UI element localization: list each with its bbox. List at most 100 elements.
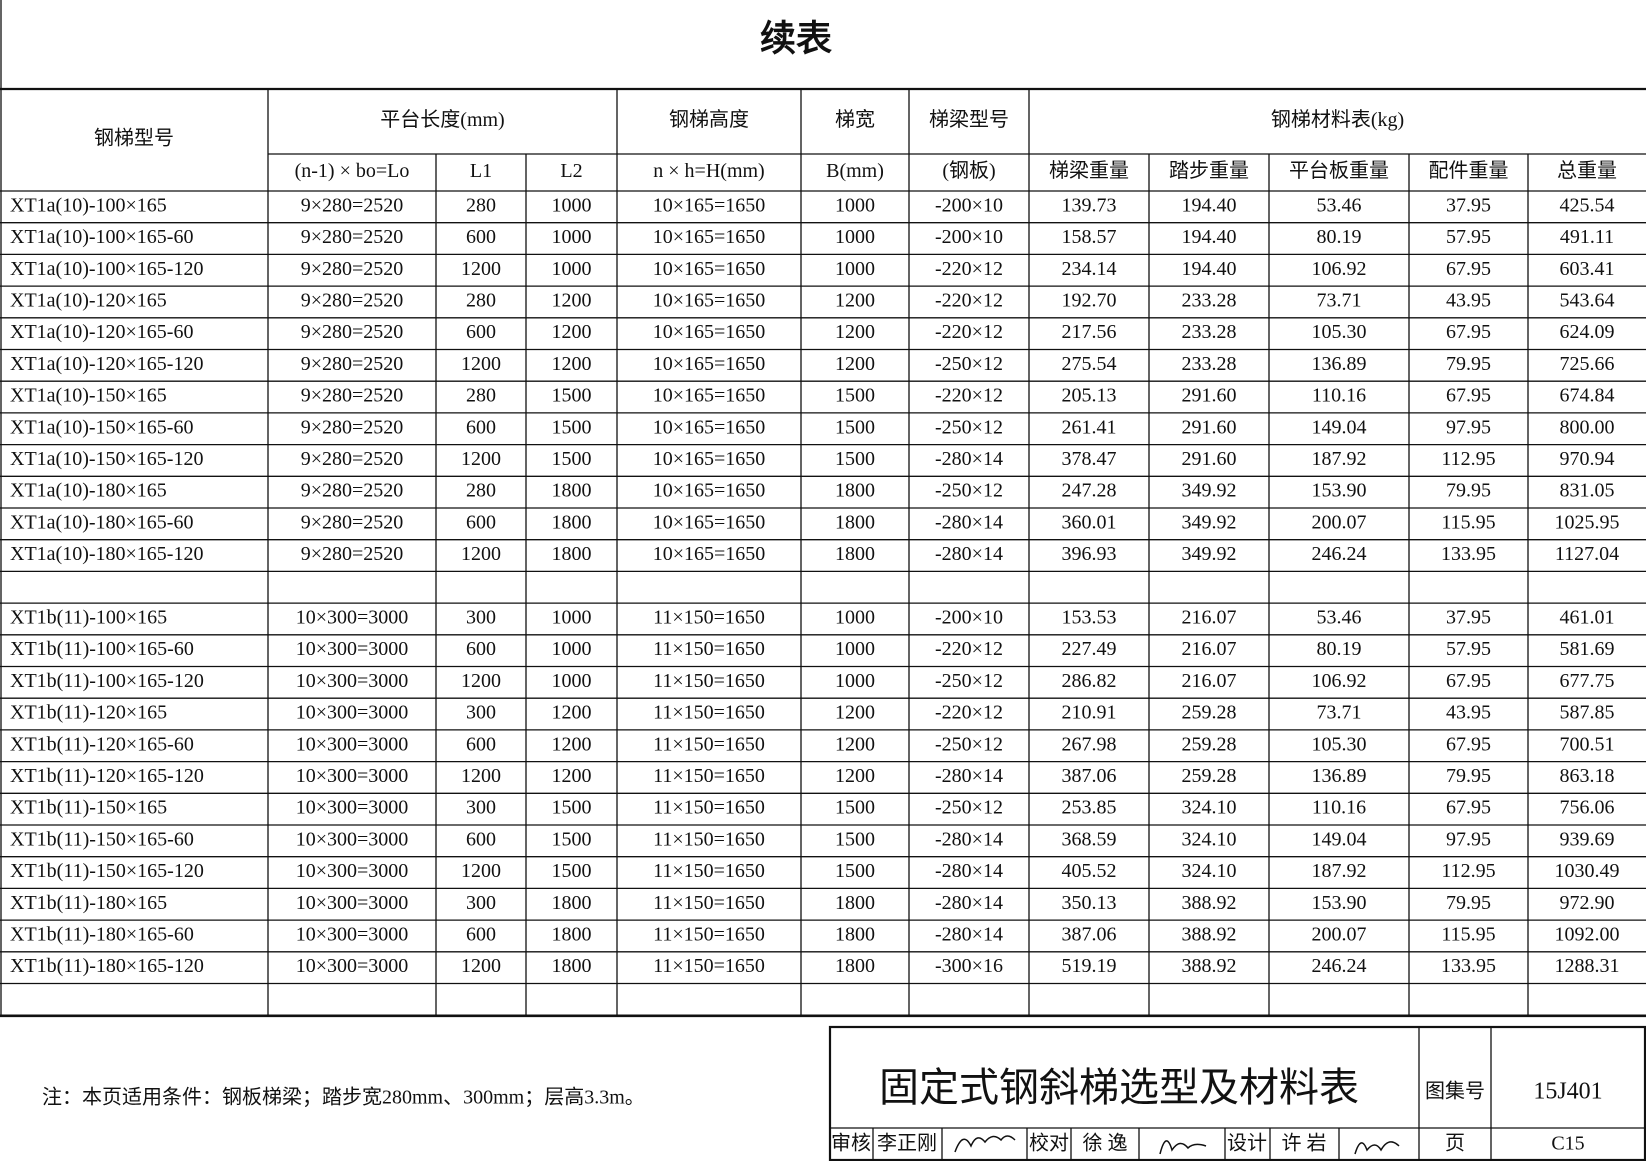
table-cell: 324.10 bbox=[1182, 828, 1237, 850]
header-cell: 梯梁重量 bbox=[1049, 159, 1129, 182]
table-cell: -300×16 bbox=[935, 955, 1003, 977]
table-cell: 1500 bbox=[835, 797, 875, 819]
table-cell: 600 bbox=[466, 733, 496, 755]
checker: 徐 逸 bbox=[1083, 1132, 1128, 1155]
table-cell: 756.06 bbox=[1560, 797, 1615, 819]
table-cell: 324.10 bbox=[1182, 860, 1237, 882]
table-cell: 378.47 bbox=[1062, 448, 1117, 470]
table-cell: 280 bbox=[466, 385, 496, 407]
table-cell: 1030.49 bbox=[1555, 860, 1620, 882]
table-cell: 1200 bbox=[552, 702, 592, 724]
table-cell: 1800 bbox=[835, 955, 875, 977]
header-cell: 平台板重量 bbox=[1289, 159, 1389, 182]
table-cell: 10×165=1650 bbox=[653, 194, 766, 216]
header-cell: (n-1) × bo=Lo bbox=[295, 160, 410, 182]
table-cell: 267.98 bbox=[1062, 733, 1117, 755]
table-cell: 67.95 bbox=[1446, 670, 1491, 692]
table-cell: -200×10 bbox=[935, 607, 1003, 629]
table-cell: 600 bbox=[466, 924, 496, 946]
table-cell: 349.92 bbox=[1182, 480, 1237, 502]
table-cell: 79.95 bbox=[1446, 892, 1491, 914]
table-cell: 10×165=1650 bbox=[653, 290, 766, 312]
table-cell: 10×300=3000 bbox=[296, 860, 409, 882]
reviewer: 李正刚 bbox=[877, 1132, 937, 1155]
table-cell: XT1b(11)-120×165 bbox=[10, 702, 167, 724]
table-cell: 300 bbox=[466, 607, 496, 629]
table-cell: 37.95 bbox=[1446, 194, 1491, 216]
table-cell: 491.11 bbox=[1560, 226, 1614, 248]
table-cell: 57.95 bbox=[1446, 226, 1491, 248]
table-cell: 1092.00 bbox=[1555, 924, 1620, 946]
table-cell: -250×12 bbox=[935, 670, 1003, 692]
table-cell: 1800 bbox=[835, 543, 875, 565]
header-cell: n × h=H(mm) bbox=[653, 160, 764, 182]
table-cell: 970.94 bbox=[1560, 448, 1615, 470]
table-cell: 1025.95 bbox=[1555, 511, 1620, 533]
table-cell: 10×300=3000 bbox=[296, 828, 409, 850]
table-cell: 9×280=2520 bbox=[301, 290, 404, 312]
table-cell: 187.92 bbox=[1312, 448, 1367, 470]
table-cell: -250×12 bbox=[935, 416, 1003, 438]
table-cell: 10×300=3000 bbox=[296, 765, 409, 787]
page-title: 续表 bbox=[760, 18, 832, 58]
table-cell: XT1b(11)-150×165 bbox=[10, 797, 167, 819]
table-cell: -200×10 bbox=[935, 226, 1003, 248]
review-label: 审核 bbox=[831, 1132, 871, 1155]
table-cell: -280×14 bbox=[935, 860, 1003, 882]
table-cell: 153.90 bbox=[1312, 892, 1367, 914]
table-cell: 1200 bbox=[461, 765, 501, 787]
page-label: 页 bbox=[1445, 1133, 1465, 1155]
table-cell: 1800 bbox=[835, 924, 875, 946]
check-label: 校对 bbox=[1029, 1132, 1069, 1155]
table-cell: 9×280=2520 bbox=[301, 226, 404, 248]
table-cell: 300 bbox=[466, 797, 496, 819]
table-cell: 187.92 bbox=[1312, 860, 1367, 882]
table-cell: 674.84 bbox=[1560, 385, 1615, 407]
table-cell: 1200 bbox=[552, 733, 592, 755]
header-cell: 钢梯高度 bbox=[669, 108, 749, 131]
table-cell: 11×150=1650 bbox=[653, 638, 765, 660]
table-cell: 600 bbox=[466, 511, 496, 533]
table-cell: 1127.04 bbox=[1555, 543, 1619, 565]
header-cell: 梯宽 bbox=[835, 108, 875, 131]
table-cell: 461.01 bbox=[1560, 607, 1615, 629]
table-cell: 11×150=1650 bbox=[653, 860, 765, 882]
table-cell: 1000 bbox=[552, 258, 592, 280]
table-cell: 291.60 bbox=[1182, 448, 1237, 470]
table-cell: 10×300=3000 bbox=[296, 638, 409, 660]
table-cell: 10×165=1650 bbox=[653, 258, 766, 280]
table-cell: 1288.31 bbox=[1555, 955, 1620, 977]
table-cell: 1500 bbox=[552, 385, 592, 407]
table-cell: 1800 bbox=[552, 924, 592, 946]
table-cell: 1200 bbox=[835, 353, 875, 375]
table-cell: 10×300=3000 bbox=[296, 670, 409, 692]
table-cell: XT1b(11)-180×165 bbox=[10, 892, 167, 914]
table-cell: 216.07 bbox=[1182, 670, 1237, 692]
table-cell: 43.95 bbox=[1446, 702, 1491, 724]
table-cell: 1800 bbox=[552, 480, 592, 502]
table-cell: 79.95 bbox=[1446, 765, 1491, 787]
table-cell: 10×165=1650 bbox=[653, 226, 766, 248]
table-cell: 1000 bbox=[835, 258, 875, 280]
table-cell: 11×150=1650 bbox=[653, 733, 765, 755]
table-cell: 1500 bbox=[835, 860, 875, 882]
table-cell: 1200 bbox=[835, 765, 875, 787]
table-cell: 800.00 bbox=[1560, 416, 1615, 438]
table-cell: 37.95 bbox=[1446, 607, 1491, 629]
table-cell: XT1b(11)-150×165-120 bbox=[10, 860, 204, 882]
table-cell: 1000 bbox=[835, 670, 875, 692]
table-cell: 1800 bbox=[835, 892, 875, 914]
table-cell: 9×280=2520 bbox=[301, 480, 404, 502]
table-cell: 73.71 bbox=[1317, 702, 1362, 724]
table-cell: -220×12 bbox=[935, 290, 1003, 312]
table-cell: 67.95 bbox=[1446, 797, 1491, 819]
table-cell: 1800 bbox=[552, 543, 592, 565]
note: 注：本页适用条件：钢板梯梁；踏步宽280mm、300mm；层高3.3m。 bbox=[42, 1086, 645, 1109]
table-cell: 11×150=1650 bbox=[653, 702, 765, 724]
table-cell: 1800 bbox=[552, 892, 592, 914]
header-cell: L2 bbox=[560, 160, 582, 182]
table-cell: 43.95 bbox=[1446, 290, 1491, 312]
table-cell: XT1a(10)-100×165-60 bbox=[10, 226, 193, 248]
table-cell: -280×14 bbox=[935, 543, 1003, 565]
